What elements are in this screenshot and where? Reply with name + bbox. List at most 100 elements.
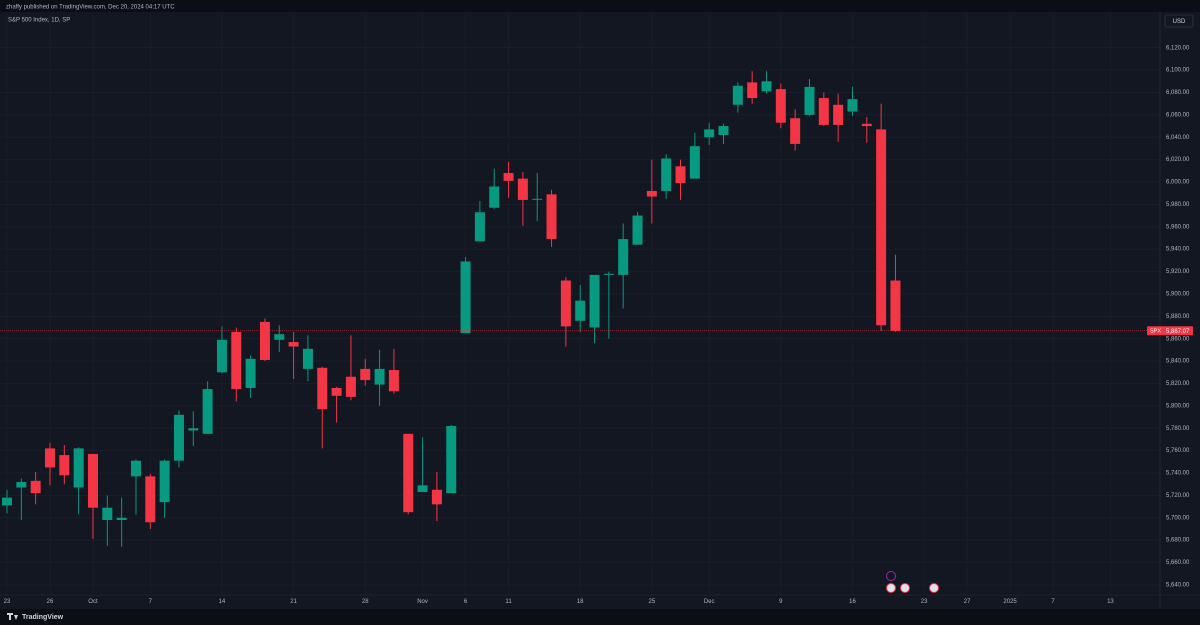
x-tick-label: 6: [464, 599, 468, 605]
candle-body: [589, 274, 600, 328]
x-tick-label: 11: [505, 599, 512, 605]
candle-body: [546, 194, 557, 240]
candle-body: [775, 89, 786, 123]
candle-body: [804, 86, 815, 115]
candle-body: [704, 129, 715, 138]
x-tick-label: 23: [921, 599, 928, 605]
candle-body: [646, 190, 657, 197]
x-tick-label: 26: [47, 599, 54, 605]
candle-body: [489, 186, 500, 208]
y-tick-label: 5,740.00: [1166, 471, 1190, 477]
footer-bar: [0, 609, 1200, 625]
candle-body: [374, 368, 385, 385]
y-tick-label: 6,060.00: [1166, 112, 1190, 118]
candle-body: [446, 425, 457, 494]
last-price-box: [1147, 326, 1193, 336]
y-tick-label: 5,800.00: [1166, 403, 1190, 409]
publisher-note: zhaffy published on TradingView.com, Dec…: [6, 5, 175, 11]
candle-body: [87, 453, 98, 508]
candle-body: [431, 489, 442, 505]
y-tick-label: 5,780.00: [1166, 426, 1190, 432]
x-tick-label: 23: [4, 599, 11, 605]
candle-body: [876, 129, 887, 326]
x-tick-label: Oct: [88, 599, 98, 605]
currency[interactable]: USD: [1173, 19, 1186, 25]
candle-body: [747, 82, 758, 99]
candle-body: [216, 339, 227, 373]
y-tick-label: 5,660.00: [1166, 560, 1190, 566]
candle-body: [847, 99, 858, 112]
event-icon[interactable]: [886, 583, 896, 593]
y-tick-label: 5,720.00: [1166, 493, 1190, 499]
candle-body: [689, 146, 700, 179]
y-tick-label: 6,040.00: [1166, 135, 1190, 141]
header-bar: [0, 0, 1200, 12]
x-tick-label: 9: [779, 599, 783, 605]
candle-body: [474, 212, 485, 242]
logo: [7, 613, 18, 620]
x-tick-label: 16: [849, 599, 856, 605]
candle-body: [732, 85, 743, 105]
x-tick-label: Dec: [704, 599, 715, 605]
event-icon[interactable]: [929, 583, 939, 593]
candle-body: [159, 460, 170, 503]
y-tick-label: 5,860.00: [1166, 336, 1190, 342]
candle-body: [761, 81, 772, 92]
candle-body: [675, 166, 686, 184]
y-tick-label: 5,980.00: [1166, 202, 1190, 208]
candle-body: [417, 485, 428, 493]
y-tick-label: 6,000.00: [1166, 180, 1190, 186]
candle-body: [30, 480, 41, 494]
y-tick-label: 5,680.00: [1166, 538, 1190, 544]
x-tick-label: 7: [149, 599, 153, 605]
event-icons: [886, 571, 939, 593]
last-price-label: 5,867.07: [1166, 329, 1190, 335]
candle-body: [360, 368, 371, 381]
candle-body: [790, 118, 801, 144]
candle-body: [460, 261, 471, 334]
chart-title: S&P 500 Index, 1D, SP: [8, 18, 70, 24]
candle-body: [202, 389, 213, 434]
x-tick-label: 25: [649, 599, 656, 605]
y-tick-label: 5,920.00: [1166, 269, 1190, 275]
candle-body: [2, 497, 12, 506]
x-tick-label: Nov: [417, 599, 428, 605]
currency-box[interactable]: [1164, 14, 1194, 28]
footer-brand[interactable]: TradingView: [22, 614, 64, 621]
y-tick-label: 6,100.00: [1166, 68, 1190, 74]
candle-body: [231, 331, 242, 390]
candle-body: [618, 239, 629, 275]
x-tick-label: 28: [362, 599, 369, 605]
candle-body: [188, 428, 199, 431]
y-tick-label: 5,700.00: [1166, 515, 1190, 521]
candle-body: [403, 433, 414, 513]
candle-body: [59, 455, 70, 476]
y-tick-label: 5,960.00: [1166, 224, 1190, 230]
candle-body: [890, 280, 901, 331]
event-icon[interactable]: [900, 583, 910, 593]
candle-body: [102, 507, 113, 521]
candle-body: [632, 215, 643, 245]
candle-body: [833, 104, 844, 125]
symbol-label: SPX: [1150, 329, 1161, 335]
candle-body: [532, 198, 543, 200]
candle-body: [116, 517, 127, 521]
candle-body: [575, 300, 586, 321]
candle-body: [44, 448, 55, 468]
event-icon[interactable]: [886, 571, 896, 581]
candle-body: [274, 334, 285, 340]
x-tick-label: 14: [219, 599, 226, 605]
x-tick-label: 13: [1107, 599, 1114, 605]
candle-body: [302, 348, 313, 369]
y-tick-label: 5,640.00: [1166, 583, 1190, 589]
x-tick-label: 21: [290, 599, 297, 605]
y-tick-label: 6,020.00: [1166, 157, 1190, 163]
candle-body: [861, 123, 872, 127]
candle-body: [818, 98, 829, 125]
candle-body: [718, 126, 729, 135]
candle-body: [560, 280, 571, 327]
candle-body: [317, 367, 328, 410]
candle-body: [259, 321, 270, 360]
